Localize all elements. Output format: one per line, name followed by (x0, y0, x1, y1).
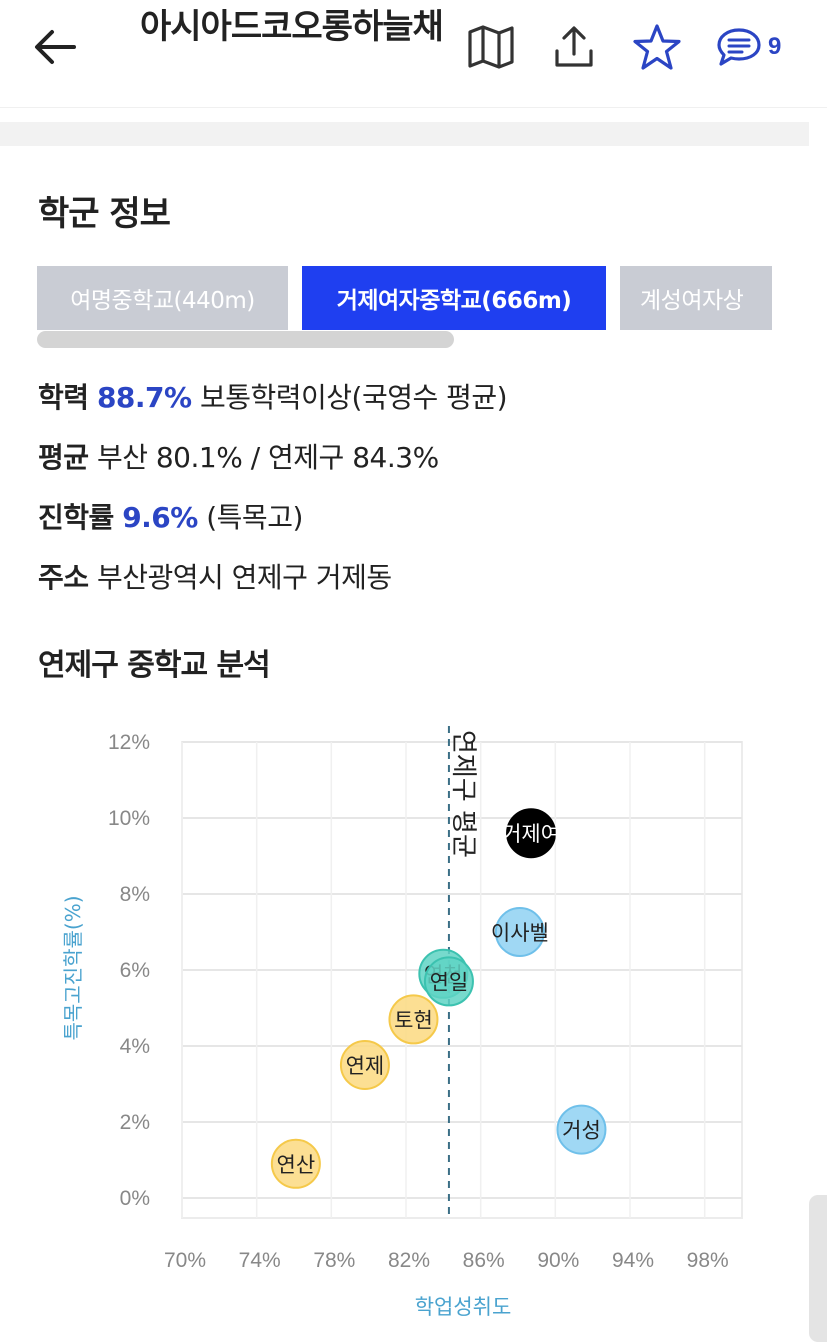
tab-scrollbar[interactable] (37, 331, 454, 348)
x-tick-labels: 70% 74% 78% 82% 86% 90% 94% 98% (164, 1249, 729, 1272)
y-tick-label: 4% (120, 1035, 150, 1058)
point-label: 연제 (346, 1054, 385, 1078)
x-tick-label: 90% (537, 1249, 579, 1272)
section-divider (0, 122, 809, 146)
advancement-value: 9.6% (122, 501, 198, 534)
map-button[interactable] (466, 22, 522, 72)
scatter-point[interactable] (494, 907, 545, 957)
comment-count: 9 (768, 33, 782, 60)
scatter-point[interactable] (339, 1040, 390, 1090)
page-scrollbar[interactable] (809, 1195, 827, 1342)
x-tick-label: 78% (313, 1249, 355, 1272)
achievement-value: 88.7% (96, 381, 192, 414)
advancement-row: 진학률 9.6% (특목고) (38, 496, 303, 536)
point-label: 토현 (394, 1008, 433, 1032)
average-row: 평균 부산 80.1% / 연제구 84.3% (38, 436, 439, 476)
scatter-point[interactable] (423, 956, 474, 1007)
app-header: 아시아드코오롱하늘채 9 (0, 0, 827, 108)
scatter-point[interactable] (506, 808, 557, 859)
x-axis-label: 학업성취도 (415, 1295, 512, 1319)
comments-button[interactable]: 9 (716, 22, 796, 72)
scatter-point[interactable] (270, 1138, 321, 1189)
address-value: 부산광역시 연제구 거제동 (96, 561, 392, 594)
y-tick-label: 2% (120, 1111, 150, 1134)
point-label: 연산 (277, 1153, 316, 1177)
x-tick-label: 70% (164, 1249, 206, 1272)
achievement-row: 학력 88.7% 보통학력이상(국영수 평균) (38, 376, 508, 416)
scatter-point[interactable] (556, 1104, 607, 1155)
x-tick-label: 74% (239, 1249, 281, 1272)
tab-school-yeomyeong[interactable]: 여명중학교(440m) (37, 266, 288, 330)
x-tick-label: 86% (463, 1249, 505, 1272)
chart-grid (181, 741, 743, 1219)
y-tick-label: 12% (108, 731, 150, 754)
tab-school-gyeseong[interactable]: 계성여자상 (620, 266, 772, 330)
back-button[interactable] (30, 22, 90, 72)
comment-icon (717, 28, 761, 66)
y-tick-label: 6% (120, 959, 150, 982)
scatter-chart: 0% 2% 4% 6% 8% 10% 12% 70% 74% 78% 82% 86% 90% 94% 98… (61, 726, 743, 1319)
arrow-left-icon (35, 30, 76, 64)
reference-line-label: 연제구 평균 (448, 730, 478, 858)
point-label: 거제여 (502, 822, 560, 846)
tab-school-geoje-girls[interactable]: 거제여자중학교(666m) (302, 266, 606, 330)
address-label: 주소 (38, 561, 89, 594)
x-tick-label: 82% (388, 1249, 430, 1272)
analysis-title: 연제구 중학교 분석 (38, 648, 271, 683)
page-title: 아시아드코오롱하늘채 (140, 7, 444, 47)
scatter-point[interactable] (388, 994, 439, 1045)
point-label: 연일 (430, 970, 469, 994)
y-tick-label: 0% (120, 1187, 150, 1210)
achievement-label: 학력 (38, 381, 89, 414)
x-tick-label: 98% (687, 1249, 729, 1272)
address-row: 주소 부산광역시 연제구 거제동 (38, 556, 392, 596)
school-info-title: 학군 정보 (38, 194, 171, 234)
average-value: 부산 80.1% / 연제구 84.3% (96, 441, 439, 474)
point-label: 거성 (562, 1119, 601, 1143)
star-icon (633, 24, 681, 70)
y-tick-labels: 0% 2% 4% 6% 8% 10% 12% (108, 731, 150, 1210)
advancement-label: 진학률 (38, 501, 114, 534)
map-icon (468, 25, 514, 69)
achievement-desc: 보통학력이상(국영수 평균) (199, 381, 508, 414)
y-axis-label: 특목고진학률(%) (61, 895, 85, 1040)
x-tick-label: 94% (612, 1249, 654, 1272)
point-label: 이사벨 (491, 921, 549, 945)
share-button[interactable] (552, 22, 602, 72)
average-label: 평균 (38, 441, 89, 474)
y-tick-label: 10% (108, 807, 150, 830)
favorite-button[interactable] (632, 22, 688, 72)
advancement-desc: (특목고) (206, 501, 303, 534)
y-tick-label: 8% (120, 883, 150, 906)
data-points: 거제여이사벨연천연일토현연제거성연산 (270, 808, 607, 1189)
share-icon (555, 26, 593, 67)
